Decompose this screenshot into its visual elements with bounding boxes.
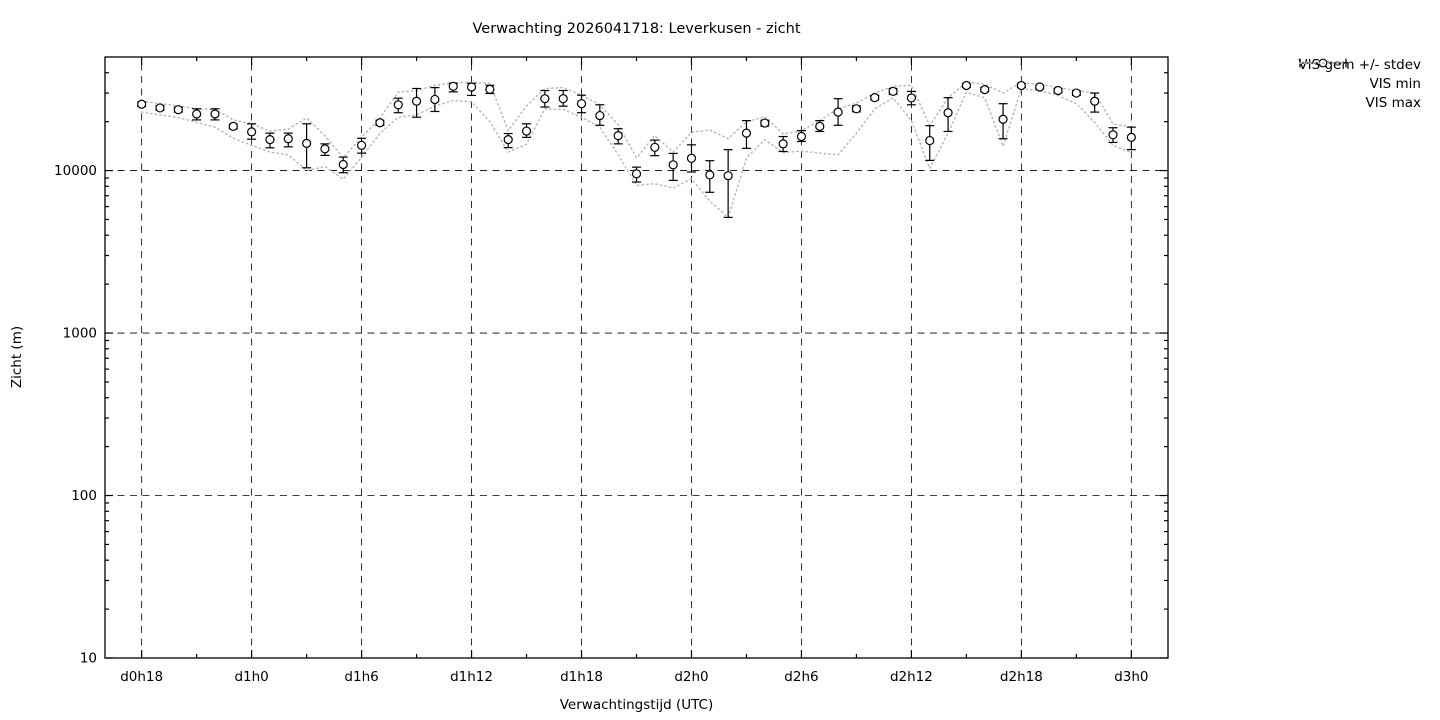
legend-label-vis-gem: VIS gem +/- stdev bbox=[1298, 56, 1421, 73]
svg-text:d1h0: d1h0 bbox=[234, 669, 268, 685]
svg-text:d1h6: d1h6 bbox=[344, 669, 378, 685]
dotted-line-sample-icon bbox=[1299, 62, 1348, 64]
svg-text:d1h18: d1h18 bbox=[560, 669, 603, 685]
svg-text:d2h6: d2h6 bbox=[784, 669, 818, 685]
legend: VIS gem +/- stdev VIS min VIS max bbox=[1298, 56, 1421, 111]
legend-label-vis-min: VIS min bbox=[1369, 75, 1421, 92]
svg-text:100: 100 bbox=[71, 488, 97, 504]
svg-text:d0h18: d0h18 bbox=[120, 669, 163, 685]
svg-text:10000: 10000 bbox=[54, 163, 97, 179]
svg-text:d2h18: d2h18 bbox=[1000, 669, 1043, 685]
svg-text:10: 10 bbox=[80, 651, 97, 667]
legend-item-vis-min: VIS min bbox=[1298, 62, 1421, 92]
y-axis-title: Zicht (m) bbox=[9, 325, 25, 389]
svg-text:d1h12: d1h12 bbox=[450, 669, 493, 685]
svg-text:d3h0: d3h0 bbox=[1114, 669, 1148, 685]
chart-title: Verwachting 2026041718: Leverkusen - zic… bbox=[472, 21, 801, 37]
svg-text:d2h0: d2h0 bbox=[674, 669, 708, 685]
svg-text:d2h12: d2h12 bbox=[890, 669, 933, 685]
legend-item-vis-max: VIS max bbox=[1298, 62, 1422, 111]
svg-text:1000: 1000 bbox=[63, 326, 97, 342]
x-axis-title: Verwachtingstijd (UTC) bbox=[559, 697, 714, 713]
legend-label-vis-max: VIS max bbox=[1365, 94, 1422, 111]
